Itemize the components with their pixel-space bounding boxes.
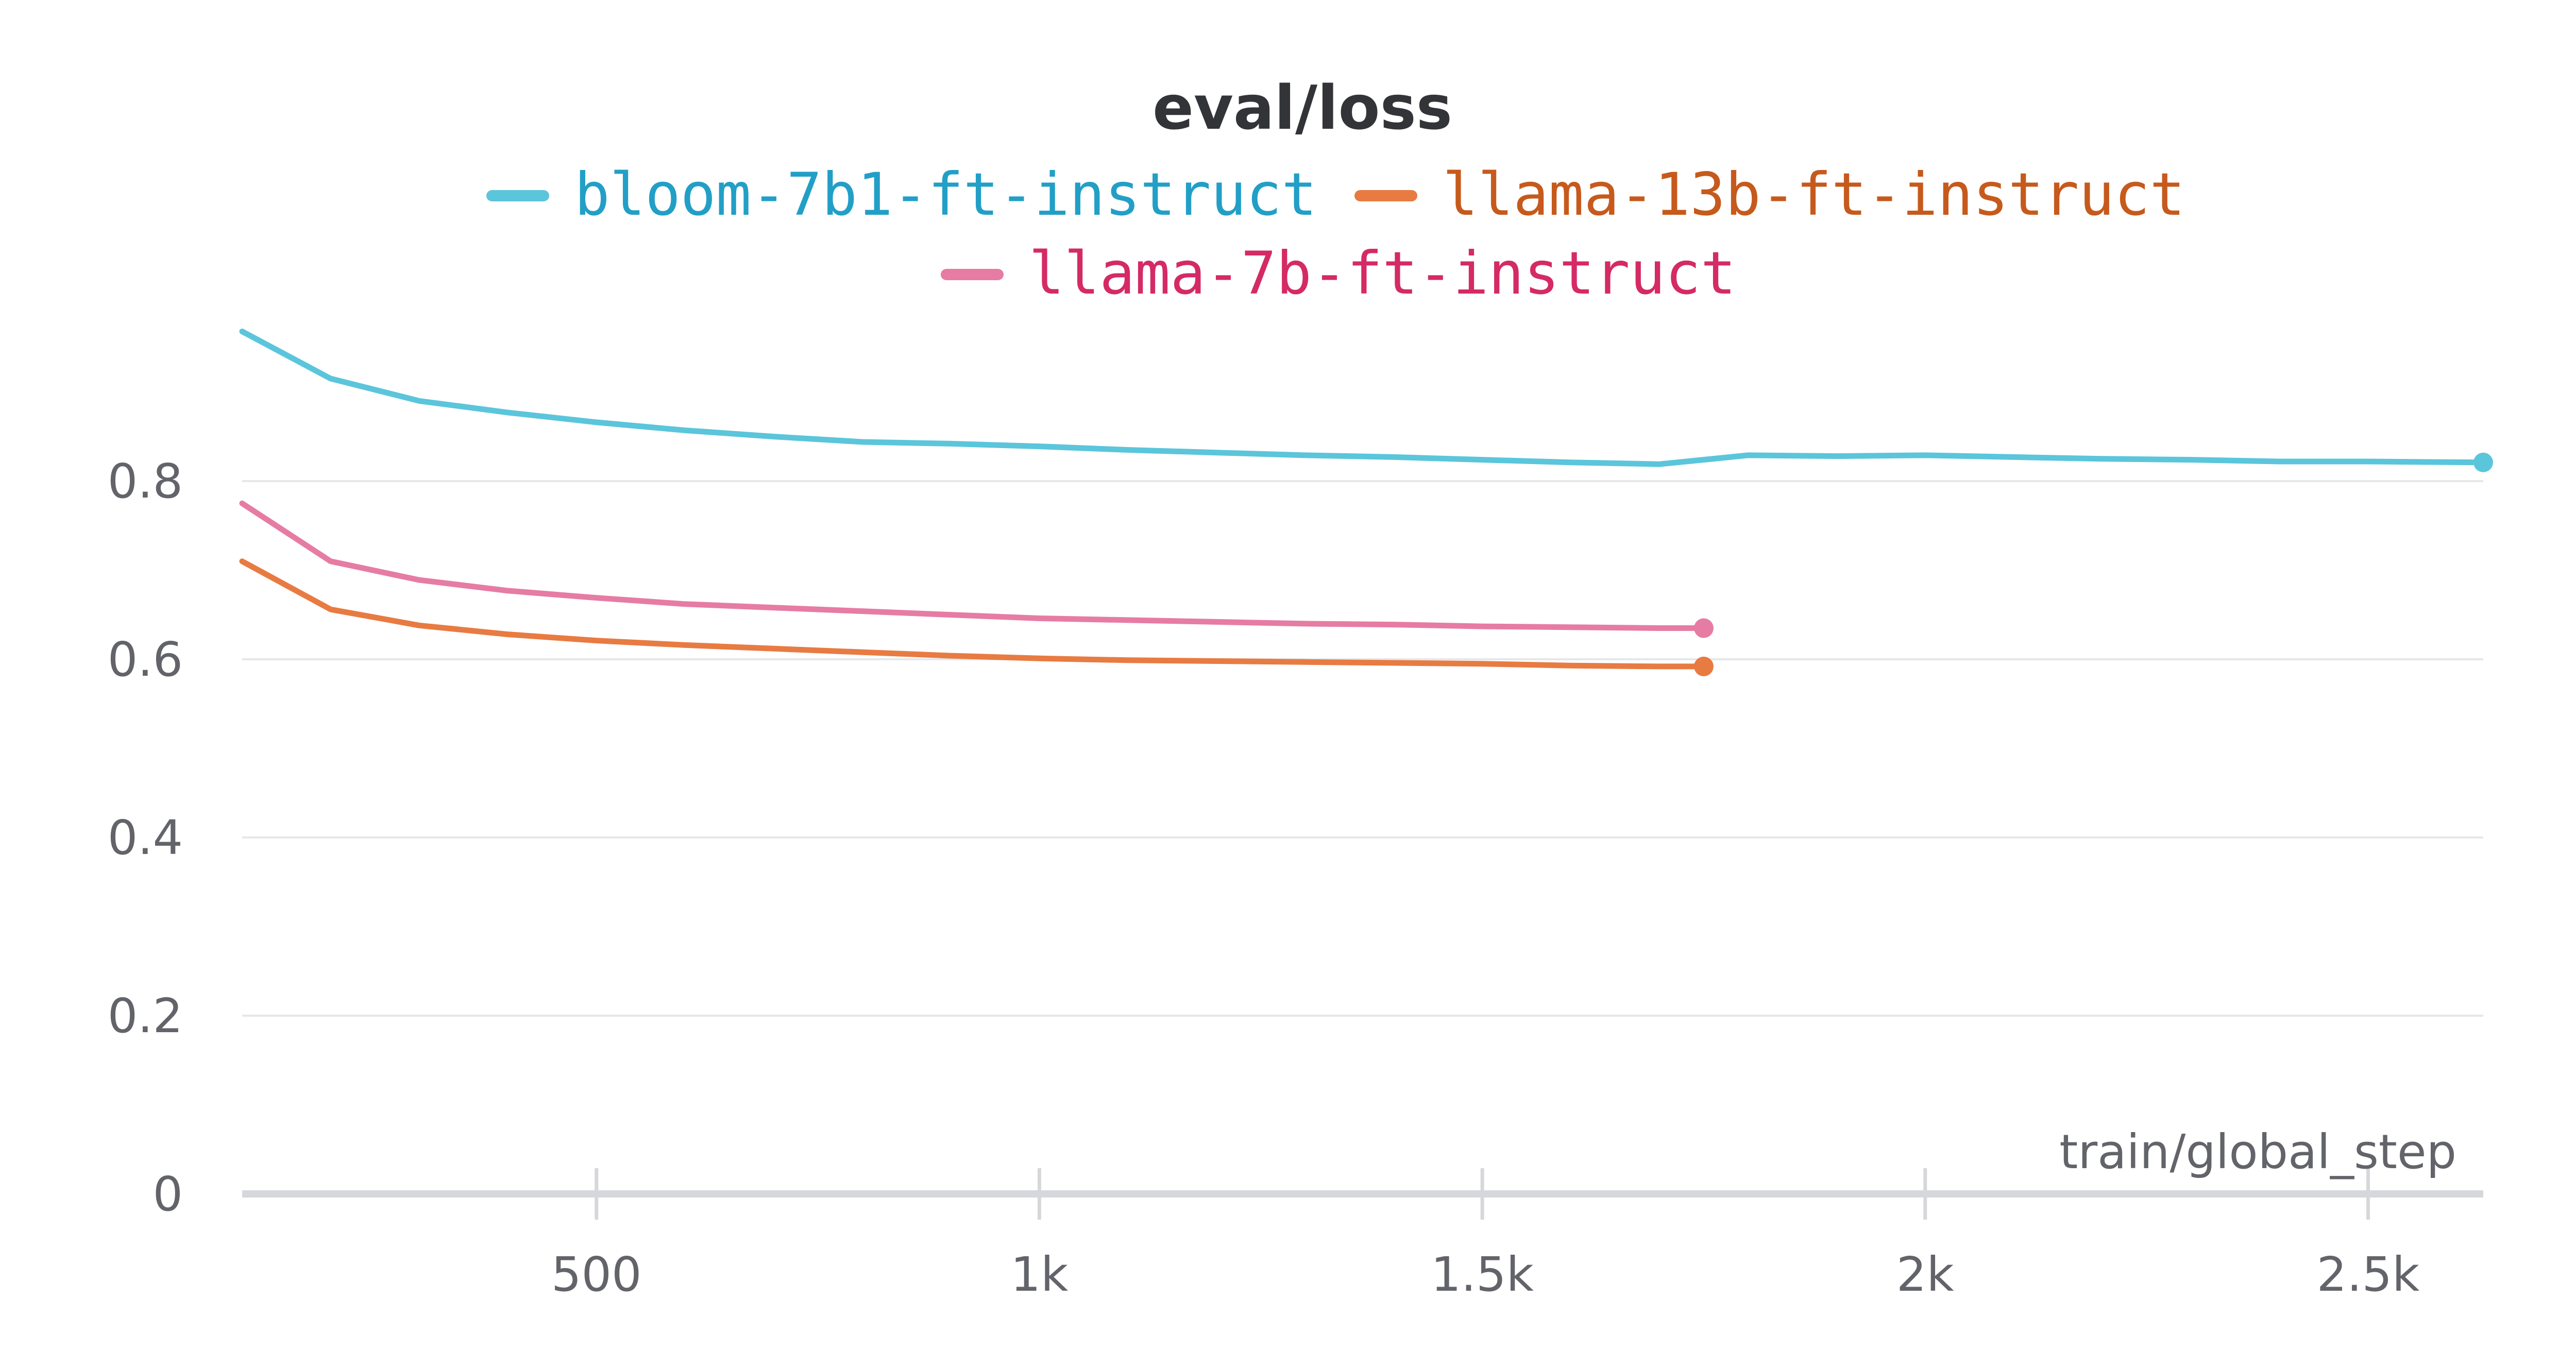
y-tick-label: 0.8 (108, 454, 183, 509)
y-tick-label: 0.4 (108, 810, 183, 865)
y-axis-ticks: 0 0.2 0.4 0.6 0.8 (108, 454, 183, 1222)
series-line (239, 500, 1707, 631)
legend-label: bloom-7b1-ft-instruct (574, 160, 1317, 229)
x-tick-label: 500 (551, 1247, 642, 1302)
x-axis-label: train/global_step (2059, 1124, 2456, 1179)
x-tick-label: 1k (1011, 1247, 1069, 1302)
legend-label: llama-13b-ft-instruct (1443, 160, 2185, 229)
y-tick-label: 0 (152, 1167, 183, 1222)
x-axis: 500 1k 1.5k 2k 2.5k (242, 1168, 2483, 1302)
y-tick-label: 0.6 (108, 632, 183, 687)
x-tick-label: 2.5k (2317, 1247, 2420, 1302)
legend: bloom-7b1-ft-instruct llama-13b-ft-instru… (486, 160, 2185, 307)
legend-label: llama-7b-ft-instruct (1029, 239, 1736, 307)
x-tick-label: 1.5k (1431, 1247, 1534, 1302)
y-tick-label: 0.2 (108, 988, 183, 1044)
series-end-point (1693, 618, 1714, 638)
series-layer (239, 329, 2493, 676)
series-end-point (2473, 452, 2493, 472)
chart-title: eval/loss (1153, 72, 1452, 143)
grid-lines (242, 480, 2483, 1017)
x-tick-label: 2k (1896, 1247, 1955, 1302)
series-end-point (1693, 656, 1714, 676)
series-line (239, 558, 1707, 670)
series-line (239, 329, 2486, 467)
